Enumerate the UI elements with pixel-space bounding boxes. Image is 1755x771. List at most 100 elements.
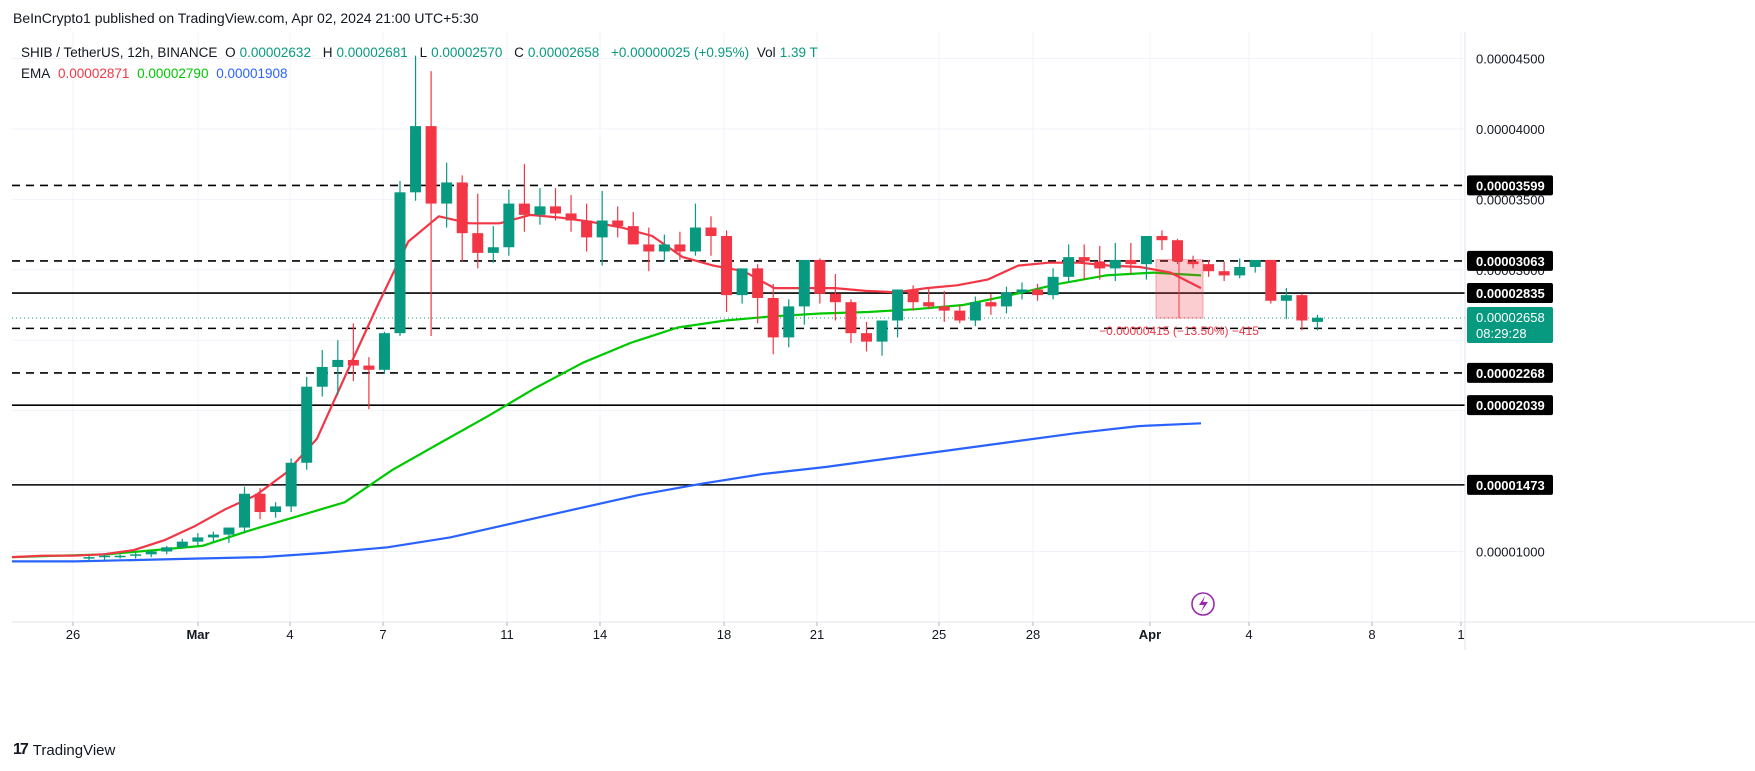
- candle-body: [674, 244, 686, 252]
- candle: [223, 527, 235, 544]
- candle-body: [223, 527, 235, 535]
- candle: [907, 285, 919, 311]
- candle-body: [938, 306, 950, 311]
- candle: [658, 234, 670, 262]
- ema-mid-value: 0.00002790: [137, 66, 209, 81]
- candle-body: [845, 302, 857, 334]
- candle-body: [363, 365, 375, 370]
- x-tick-label: 8: [1368, 627, 1375, 642]
- ohlc-high: H 0.00002681: [322, 45, 408, 60]
- candle: [1094, 245, 1106, 280]
- candle-body: [1094, 261, 1106, 269]
- level-price-label: 0.00002835: [1476, 286, 1545, 301]
- level-price-label: 0.00003599: [1476, 178, 1545, 193]
- level-price-label: 0.00001473: [1476, 478, 1545, 493]
- candle: [1249, 259, 1261, 273]
- candle-body: [1047, 276, 1059, 296]
- legend-ema-row: EMA 0.00002871 0.00002790 0.00001908: [21, 66, 292, 81]
- candle-body: [736, 268, 748, 296]
- ohlc-low: L 0.00002570: [419, 45, 503, 60]
- candle: [534, 188, 546, 225]
- candle: [1000, 286, 1012, 314]
- candle-body: [705, 227, 717, 236]
- x-tick-label: 21: [810, 627, 824, 642]
- candle-body: [627, 226, 639, 245]
- candle-body: [456, 182, 468, 234]
- y-tick-label: 0.00004000: [1476, 122, 1545, 137]
- candle: [441, 162, 453, 228]
- symbol-name[interactable]: SHIB / TetherUS, 12h, BINANCE: [21, 45, 218, 60]
- ohlc-close: C 0.00002658: [514, 45, 600, 60]
- candle: [1063, 244, 1075, 283]
- candle-body: [83, 557, 95, 559]
- candle: [503, 189, 515, 256]
- candle: [876, 320, 888, 356]
- candles: [83, 55, 1323, 562]
- candle: [596, 190, 608, 266]
- footer-brand: 17 TradingView: [13, 741, 115, 759]
- candle: [192, 533, 204, 546]
- candle-body: [861, 333, 872, 342]
- y-tick-label: 0.00001000: [1476, 545, 1545, 560]
- level-price-tag: [1467, 395, 1553, 416]
- candle-body: [394, 192, 406, 334]
- x-tick-label: 4: [286, 627, 293, 642]
- candle-body: [347, 359, 359, 366]
- x-tick-label: Apr: [1139, 627, 1161, 642]
- candle: [1032, 283, 1044, 301]
- candle-body: [1234, 266, 1246, 276]
- candle-body: [923, 302, 935, 307]
- candle-body: [876, 320, 888, 342]
- candle-body: [767, 297, 779, 338]
- candle-body: [1125, 259, 1137, 265]
- axes: 0.000045000.000040000.000035000.00003000…: [12, 32, 1755, 650]
- ema-label[interactable]: EMA: [21, 66, 51, 81]
- candle-body: [550, 206, 561, 214]
- candle-body: [1311, 317, 1323, 322]
- candle: [1140, 235, 1152, 280]
- candle: [410, 55, 422, 201]
- measure-label: −0.00000415 (−13.50%) −415: [1099, 324, 1259, 338]
- candle: [1016, 282, 1028, 300]
- candle-body: [1078, 257, 1090, 262]
- candle-body: [643, 244, 655, 252]
- candle: [363, 357, 375, 410]
- level-price-label: 0.00003063: [1476, 254, 1545, 269]
- candle-body: [752, 268, 764, 298]
- candle: [1203, 259, 1215, 277]
- candle-body: [596, 220, 608, 238]
- ema-mid-line: [11, 271, 1202, 559]
- candle: [612, 206, 624, 238]
- candle-body: [316, 366, 328, 387]
- ema-fast-line: [11, 213, 1202, 559]
- candle: [861, 321, 872, 352]
- level-price-label: 0.00002268: [1476, 366, 1545, 381]
- candle-body: [518, 203, 530, 215]
- candle-body: [378, 333, 390, 370]
- candle-body: [145, 551, 157, 555]
- candle: [829, 274, 841, 321]
- x-tick-label: 25: [932, 627, 946, 642]
- candle-body: [99, 555, 111, 558]
- candle-body: [1032, 289, 1044, 296]
- candle: [1218, 261, 1230, 282]
- candle-body: [192, 537, 204, 542]
- x-tick-label: 26: [66, 627, 80, 642]
- candle: [1311, 314, 1323, 331]
- candle: [145, 550, 157, 558]
- candle-body: [472, 233, 484, 253]
- lightning-icon[interactable]: [1191, 592, 1215, 616]
- candle: [783, 299, 795, 348]
- candle: [207, 531, 219, 542]
- candle: [394, 181, 406, 336]
- candle-body: [814, 259, 826, 294]
- candle: [1280, 288, 1292, 320]
- candle-body: [1140, 235, 1152, 265]
- candle-body: [985, 302, 997, 307]
- level-price-tag: [1467, 175, 1553, 196]
- candle: [239, 486, 250, 534]
- price-labels: 0.000035990.000030630.000028350.00002584…: [1191, 175, 1553, 616]
- candle-body: [285, 462, 297, 507]
- candle: [581, 203, 593, 252]
